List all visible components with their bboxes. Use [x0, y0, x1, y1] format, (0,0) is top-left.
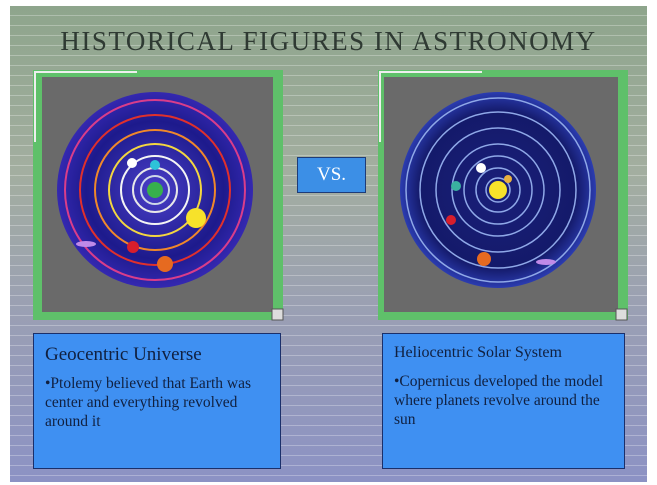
caption-box: Heliocentric Solar System •Copernicus de…	[382, 333, 625, 469]
planet	[150, 160, 160, 170]
planet	[451, 181, 461, 191]
planet	[536, 259, 556, 265]
sun	[186, 208, 206, 228]
planet	[504, 175, 512, 183]
vs-label: VS.	[297, 157, 366, 193]
planet	[127, 158, 137, 168]
planet	[127, 241, 139, 253]
caption-text: •Ptolemy believed that Earth was center …	[45, 374, 269, 431]
planet	[157, 256, 173, 272]
planet	[477, 252, 491, 266]
caption-text: •Copernicus developed the model where pl…	[394, 372, 613, 429]
corner-box	[272, 309, 283, 320]
caption-heading: Geocentric Universe	[45, 344, 269, 366]
caption-heading: Heliocentric Solar System	[394, 344, 613, 362]
planet	[446, 215, 456, 225]
planet	[76, 241, 96, 247]
earth	[147, 182, 163, 198]
corner-box	[616, 309, 627, 320]
sun	[489, 181, 507, 199]
planet	[476, 163, 486, 173]
slide: HISTORICAL FIGURES IN ASTRONOMY	[10, 6, 647, 482]
page: HISTORICAL FIGURES IN ASTRONOMY	[0, 0, 657, 485]
caption-box: Geocentric Universe •Ptolemy believed th…	[33, 333, 281, 469]
